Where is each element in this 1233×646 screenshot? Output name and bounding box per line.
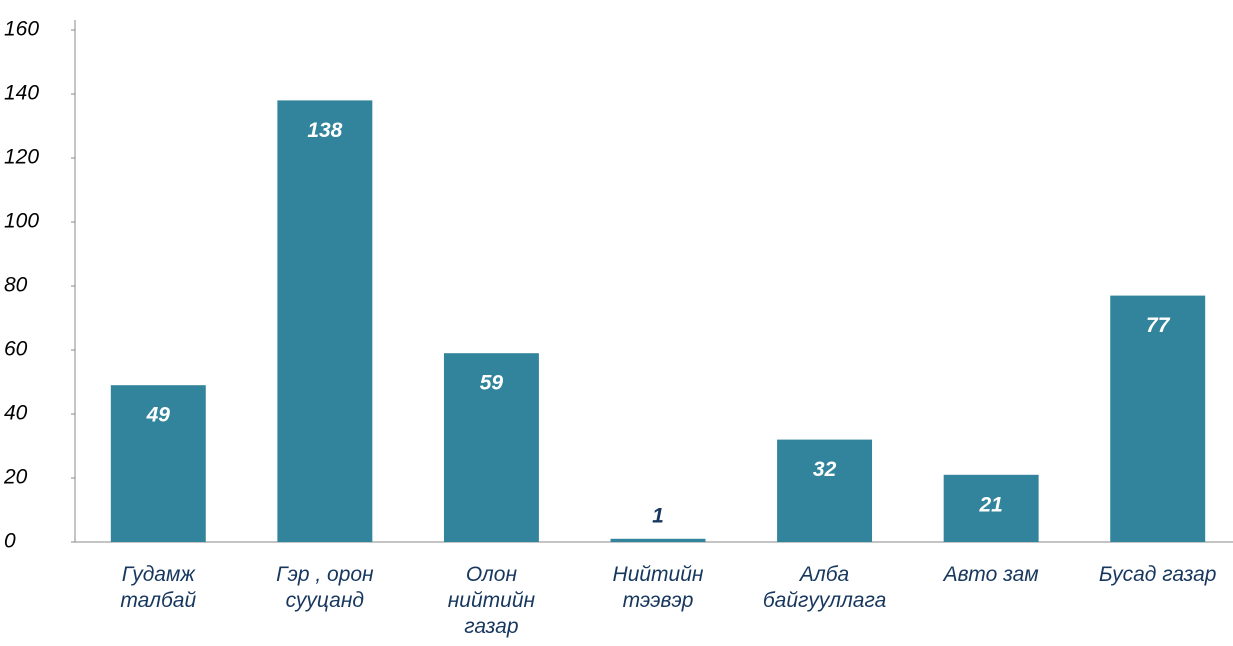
value-label: 21 — [978, 493, 1002, 516]
value-label: 1 — [652, 504, 664, 527]
value-label: 138 — [307, 119, 342, 142]
y-tick-label: 140 — [4, 82, 39, 105]
y-tick-label: 20 — [3, 466, 28, 489]
bar — [777, 439, 873, 542]
value-label: 49 — [146, 404, 171, 427]
bar — [610, 538, 706, 542]
x-tick-label: Нийтийн тээвэр — [612, 563, 704, 612]
y-tick-label: 60 — [4, 338, 28, 361]
x-tick-label: Гудамж талбай — [120, 563, 197, 612]
value-label: 59 — [480, 372, 504, 395]
bar — [1110, 295, 1206, 542]
bar — [110, 385, 206, 542]
x-tick-label: Гэр , орон сууцанд — [276, 563, 374, 612]
bar — [277, 100, 373, 543]
y-tick-label: 0 — [4, 530, 16, 553]
value-label: 32 — [813, 458, 837, 481]
y-tick-label: 40 — [4, 402, 28, 425]
y-tick-label: 120 — [4, 146, 39, 169]
bar — [443, 353, 539, 542]
value-label: 77 — [1146, 314, 1171, 337]
x-tick-label: Олон нийтийн газар — [447, 563, 536, 638]
bar — [943, 474, 1039, 542]
x-tick-label: Авто зам — [943, 563, 1039, 586]
y-tick-label: 80 — [4, 274, 28, 297]
x-tick-label: Бусад газар — [1098, 563, 1217, 586]
y-tick-label: 160 — [4, 18, 39, 41]
x-tick-label: Алба байгууллага — [762, 563, 887, 612]
y-tick-label: 100 — [4, 210, 39, 233]
